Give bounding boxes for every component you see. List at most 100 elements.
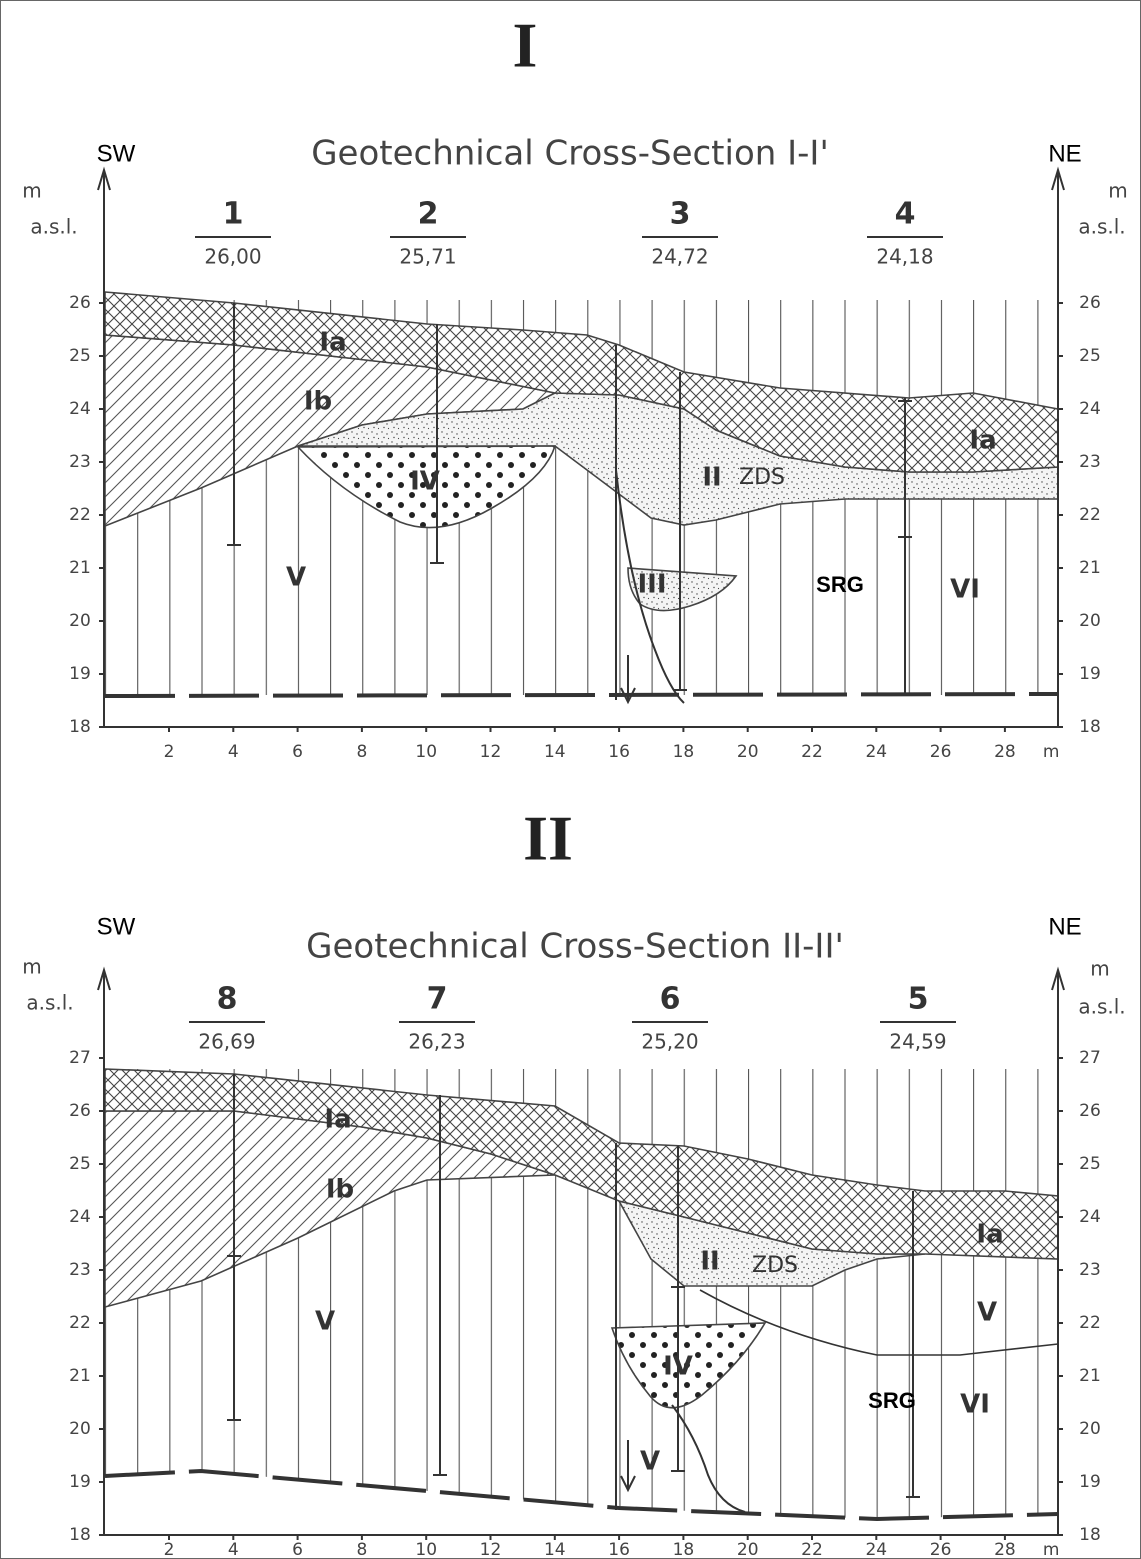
x-tick-label: 6 bbox=[292, 742, 303, 762]
layer-label: Ia bbox=[969, 426, 996, 456]
borehole-elevation: 26,23 bbox=[408, 1030, 465, 1054]
axis-label: a.s.l. bbox=[1078, 215, 1125, 239]
layer-label: IV bbox=[663, 1352, 693, 1382]
x-tick-label: 4 bbox=[228, 742, 239, 762]
axis-unit: m bbox=[1090, 957, 1109, 981]
layer-label: VI bbox=[950, 575, 980, 605]
y-tick-label: 26 bbox=[69, 293, 91, 313]
x-tick-label: 4 bbox=[228, 1540, 239, 1559]
borehole-id: 5 bbox=[908, 982, 929, 1017]
x-tick-label: 28 bbox=[994, 1540, 1016, 1559]
y-tick-label: 20 bbox=[69, 611, 91, 631]
layer-label: II bbox=[700, 1247, 719, 1277]
y-tick-label: 26 bbox=[1079, 1101, 1101, 1121]
borehole-elevation: 24,18 bbox=[876, 245, 933, 269]
layer-label: II bbox=[702, 463, 721, 493]
x-tick-label: 14 bbox=[544, 742, 566, 762]
borehole-elevation: 24,59 bbox=[889, 1030, 946, 1054]
y-tick-label: 22 bbox=[69, 1313, 91, 1333]
axis-unit: m bbox=[1108, 179, 1127, 203]
layer-label: III bbox=[637, 570, 666, 600]
y-tick-label: 24 bbox=[1079, 1207, 1101, 1227]
y-tick-label: 25 bbox=[69, 1154, 91, 1174]
y-tick-label: 21 bbox=[1079, 1366, 1101, 1386]
x-tick-label: 12 bbox=[480, 1540, 502, 1559]
section-title: Geotechnical Cross-Section I-I' bbox=[311, 134, 829, 174]
borehole-id: 2 bbox=[418, 197, 439, 232]
borehole-elevation: 25,20 bbox=[641, 1030, 698, 1054]
x-tick-label: 8 bbox=[356, 1540, 367, 1559]
figure: I Geotechnical Cross-Section I-I' SW NE … bbox=[0, 0, 1141, 1559]
y-tick-label: 24 bbox=[69, 399, 91, 419]
x-tick-label: 10 bbox=[415, 1540, 437, 1559]
borehole-elevation: 26,00 bbox=[204, 245, 261, 269]
x-tick-label: 12 bbox=[480, 742, 502, 762]
borehole-id: 6 bbox=[660, 982, 681, 1017]
y-tick-label: 18 bbox=[1079, 717, 1101, 737]
base-line bbox=[105, 694, 1058, 696]
x-tick-label: 14 bbox=[544, 1540, 566, 1559]
y-tick-label: 18 bbox=[1079, 1525, 1101, 1545]
x-tick-label: 26 bbox=[930, 1540, 952, 1559]
y-tick-label: 25 bbox=[69, 346, 91, 366]
x-tick-label: 10 bbox=[415, 742, 437, 762]
axis-label: a.s.l. bbox=[30, 215, 77, 239]
x-tick-label: 8 bbox=[356, 742, 367, 762]
direction-right: NE bbox=[1048, 140, 1081, 167]
x-tick-label: 24 bbox=[865, 742, 887, 762]
y-tick-label: 18 bbox=[69, 717, 91, 737]
y-tick-label: 23 bbox=[69, 452, 91, 472]
layer-label: V bbox=[286, 563, 306, 593]
borehole-id: 8 bbox=[217, 982, 238, 1017]
y-tick-label: 22 bbox=[1079, 505, 1101, 525]
y-tick-label: 24 bbox=[69, 1207, 91, 1227]
y-tick-label: 20 bbox=[69, 1419, 91, 1439]
x-tick-label: 16 bbox=[608, 742, 630, 762]
y-tick-label: 22 bbox=[1079, 1313, 1101, 1333]
layer-label: V bbox=[977, 1298, 997, 1328]
y-tick-label: 25 bbox=[1079, 1154, 1101, 1174]
body: I Geotechnical Cross-Section I-I' SW NE … bbox=[0, 0, 1141, 1559]
y-tick-label: 20 bbox=[1079, 611, 1101, 631]
section-numeral: I bbox=[513, 10, 538, 81]
axis-unit: m bbox=[22, 179, 41, 203]
layer-label: Ib bbox=[304, 387, 332, 417]
layer-label: SRG bbox=[816, 572, 864, 597]
direction-right: NE bbox=[1048, 913, 1081, 940]
x-tick-label: 24 bbox=[865, 1540, 887, 1559]
borehole-id: 4 bbox=[895, 197, 916, 232]
page: Geotechnical Cross-Sections {"sections":… bbox=[0, 0, 1141, 1559]
x-tick-label: 2 bbox=[164, 742, 175, 762]
borehole-id: 1 bbox=[223, 197, 244, 232]
layer-label: Ia bbox=[976, 1220, 1003, 1250]
layer-label: Ib bbox=[326, 1175, 354, 1205]
x-unit: m bbox=[1043, 742, 1060, 762]
y-tick-label: 21 bbox=[69, 558, 91, 578]
y-tick-label: 27 bbox=[1079, 1048, 1101, 1068]
layer-label: ZDS bbox=[739, 465, 785, 490]
x-tick-label: 22 bbox=[801, 1540, 823, 1559]
x-tick-label: 28 bbox=[994, 742, 1016, 762]
y-tick-label: 20 bbox=[1079, 1419, 1101, 1439]
y-tick-label: 26 bbox=[1079, 293, 1101, 313]
section-numeral: II bbox=[523, 803, 573, 874]
y-tick-label: 24 bbox=[1079, 399, 1101, 419]
y-tick-label: 27 bbox=[69, 1048, 91, 1068]
direction-left: SW bbox=[97, 140, 136, 167]
x-tick-label: 18 bbox=[673, 742, 695, 762]
x-tick-label: 20 bbox=[737, 1540, 759, 1559]
x-tick-label: 2 bbox=[164, 1540, 175, 1559]
layer-label: Ia bbox=[319, 328, 346, 358]
direction-left: SW bbox=[97, 913, 136, 940]
layer-label: IV bbox=[410, 467, 440, 497]
y-tick-label: 21 bbox=[1079, 558, 1101, 578]
y-tick-label: 22 bbox=[69, 505, 91, 525]
borehole-id: 3 bbox=[670, 197, 691, 232]
y-tick-label: 23 bbox=[1079, 452, 1101, 472]
y-tick-label: 23 bbox=[69, 1260, 91, 1280]
x-tick-label: 26 bbox=[930, 742, 952, 762]
y-tick-label: 26 bbox=[69, 1101, 91, 1121]
axis-label: a.s.l. bbox=[26, 991, 73, 1015]
layer-label: V bbox=[315, 1307, 335, 1337]
y-tick-label: 25 bbox=[1079, 346, 1101, 366]
